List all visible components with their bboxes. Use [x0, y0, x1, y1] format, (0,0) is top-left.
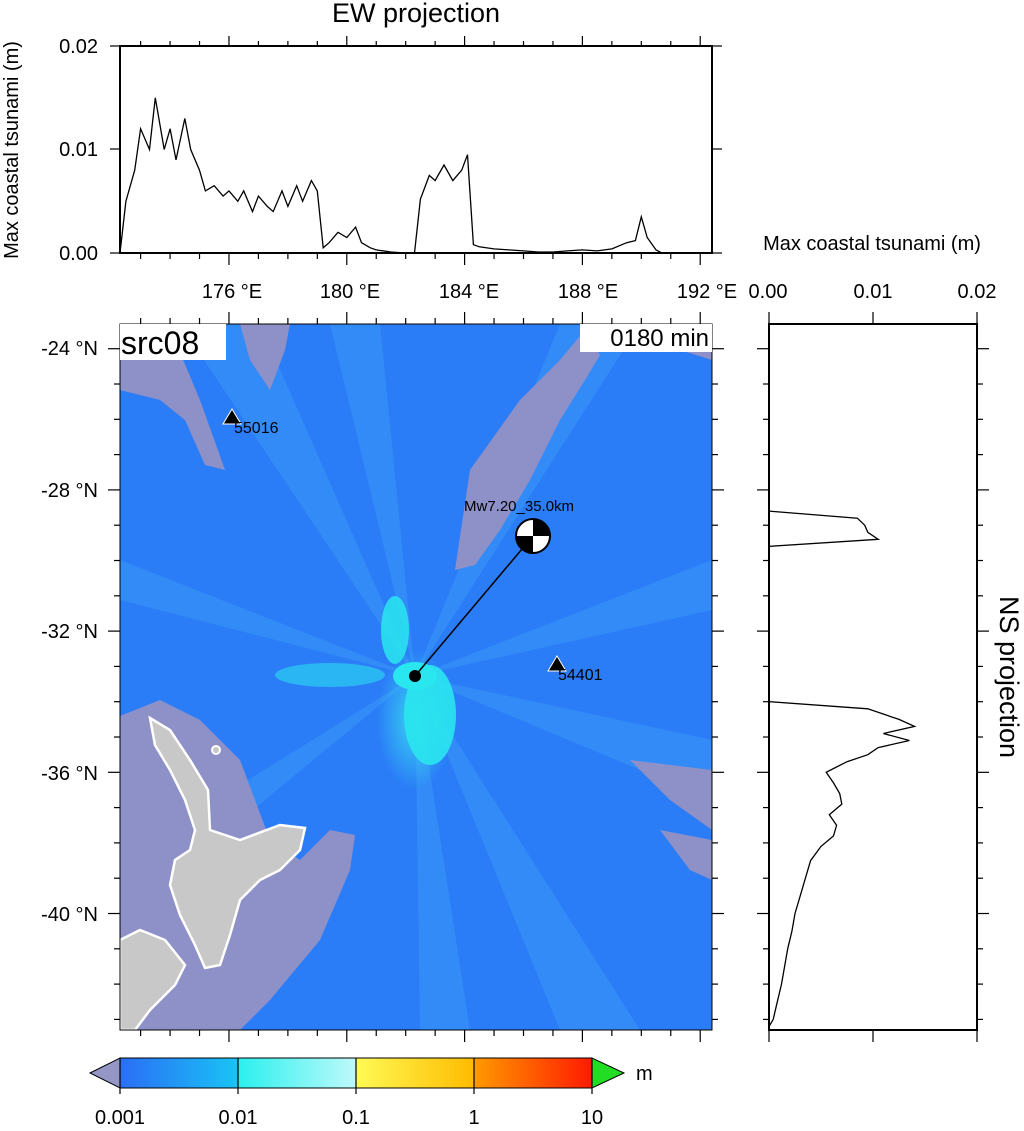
colorbar-under-arrow	[88, 1057, 121, 1089]
colorbar-label: 0.001	[95, 1107, 145, 1129]
epicenter-marker	[409, 670, 421, 682]
colorbar-label: 0.1	[342, 1107, 370, 1129]
station-marker: 55016	[222, 408, 279, 437]
colorbar-tick-marks	[119, 1058, 593, 1094]
colorbar-segment	[120, 1058, 238, 1088]
new-zealand-land	[148, 715, 307, 970]
ew-ytick-label: 0.02	[59, 36, 98, 58]
ew-ytick-label: 0.01	[59, 139, 98, 161]
station-label: 54401	[558, 667, 603, 684]
epicenter-link-line	[414, 535, 534, 677]
ns-xlabel: Max coastal tsunami (m)	[763, 233, 981, 255]
colorbar-unit: m	[636, 1063, 653, 1085]
lat-tick-label: -28 °N	[41, 480, 98, 502]
source-label: src08	[121, 325, 199, 361]
event-label: Mw7.20_35.0km	[464, 498, 574, 515]
ew-projection-panel: EW projection Max coastal tsunami (m) 0.…	[1, 0, 737, 303]
colorbar-label: 1	[468, 1107, 479, 1129]
high-wave-zone	[275, 596, 456, 790]
focal-mechanism-icon	[515, 518, 551, 554]
ew-title: EW projection	[332, 0, 500, 28]
ns-xtick-label: 0.00	[749, 281, 788, 303]
ew-xtick-label: 176 °E	[202, 281, 262, 303]
map-tick-marks	[108, 312, 724, 1042]
map-frame	[119, 323, 713, 1031]
colorbar-label: 10	[581, 1107, 603, 1129]
ns-series-line	[768, 510, 917, 1027]
triangle-icon	[222, 408, 242, 425]
ew-ylabel: Max coastal tsunami (m)	[1, 41, 23, 259]
ew-xtick-label: 184 °E	[439, 281, 499, 303]
colorbar-segment	[238, 1058, 356, 1088]
colorbar-over-arrow	[591, 1057, 626, 1089]
colorbar-segment	[356, 1058, 474, 1088]
time-label: 0180 min	[610, 325, 709, 352]
colorbar-label: 0.01	[219, 1107, 258, 1129]
ew-xtick-marks	[140, 36, 701, 265]
colorbar: m 0.001 0.01 0.1 1 10	[88, 1057, 653, 1129]
wave-energy-streaks	[120, 324, 712, 1030]
ns-xtick-label: 0.02	[958, 281, 997, 303]
time-label-box	[580, 324, 712, 352]
station-label: 55016	[234, 420, 279, 437]
triangle-icon	[547, 655, 567, 672]
ns-frame	[768, 323, 978, 1031]
ew-ytick-marks	[110, 45, 722, 254]
lat-tick-label: -36 °N	[41, 763, 98, 785]
colorbar-segment	[474, 1058, 592, 1088]
ew-ytick-label: 0.00	[59, 243, 98, 265]
ew-series-line	[119, 97, 663, 254]
ns-xtick-label: 0.01	[854, 281, 893, 303]
lat-tick-label: -40 °N	[41, 904, 98, 926]
lat-tick-label: -32 °N	[41, 621, 98, 643]
ew-xtick-label: 180 °E	[320, 281, 380, 303]
ns-projection-panel: Max coastal tsunami (m) 0.00 0.01 0.02 N…	[749, 233, 1024, 1042]
source-label-box	[120, 324, 226, 360]
new-zealand-land	[120, 928, 187, 1030]
ns-tick-marks	[757, 312, 989, 1042]
station-marker: 54401	[547, 655, 603, 684]
map-panel: Mw7.20_35.0km 55016 54401 src08 0180 min…	[41, 312, 724, 1042]
ns-title: NS projection	[994, 596, 1024, 758]
ew-frame	[119, 45, 713, 254]
ew-xtick-label: 188 °E	[558, 281, 618, 303]
island	[211, 745, 221, 755]
ew-xtick-label: 192 °E	[677, 281, 737, 303]
lat-tick-label: -24 °N	[41, 338, 98, 360]
